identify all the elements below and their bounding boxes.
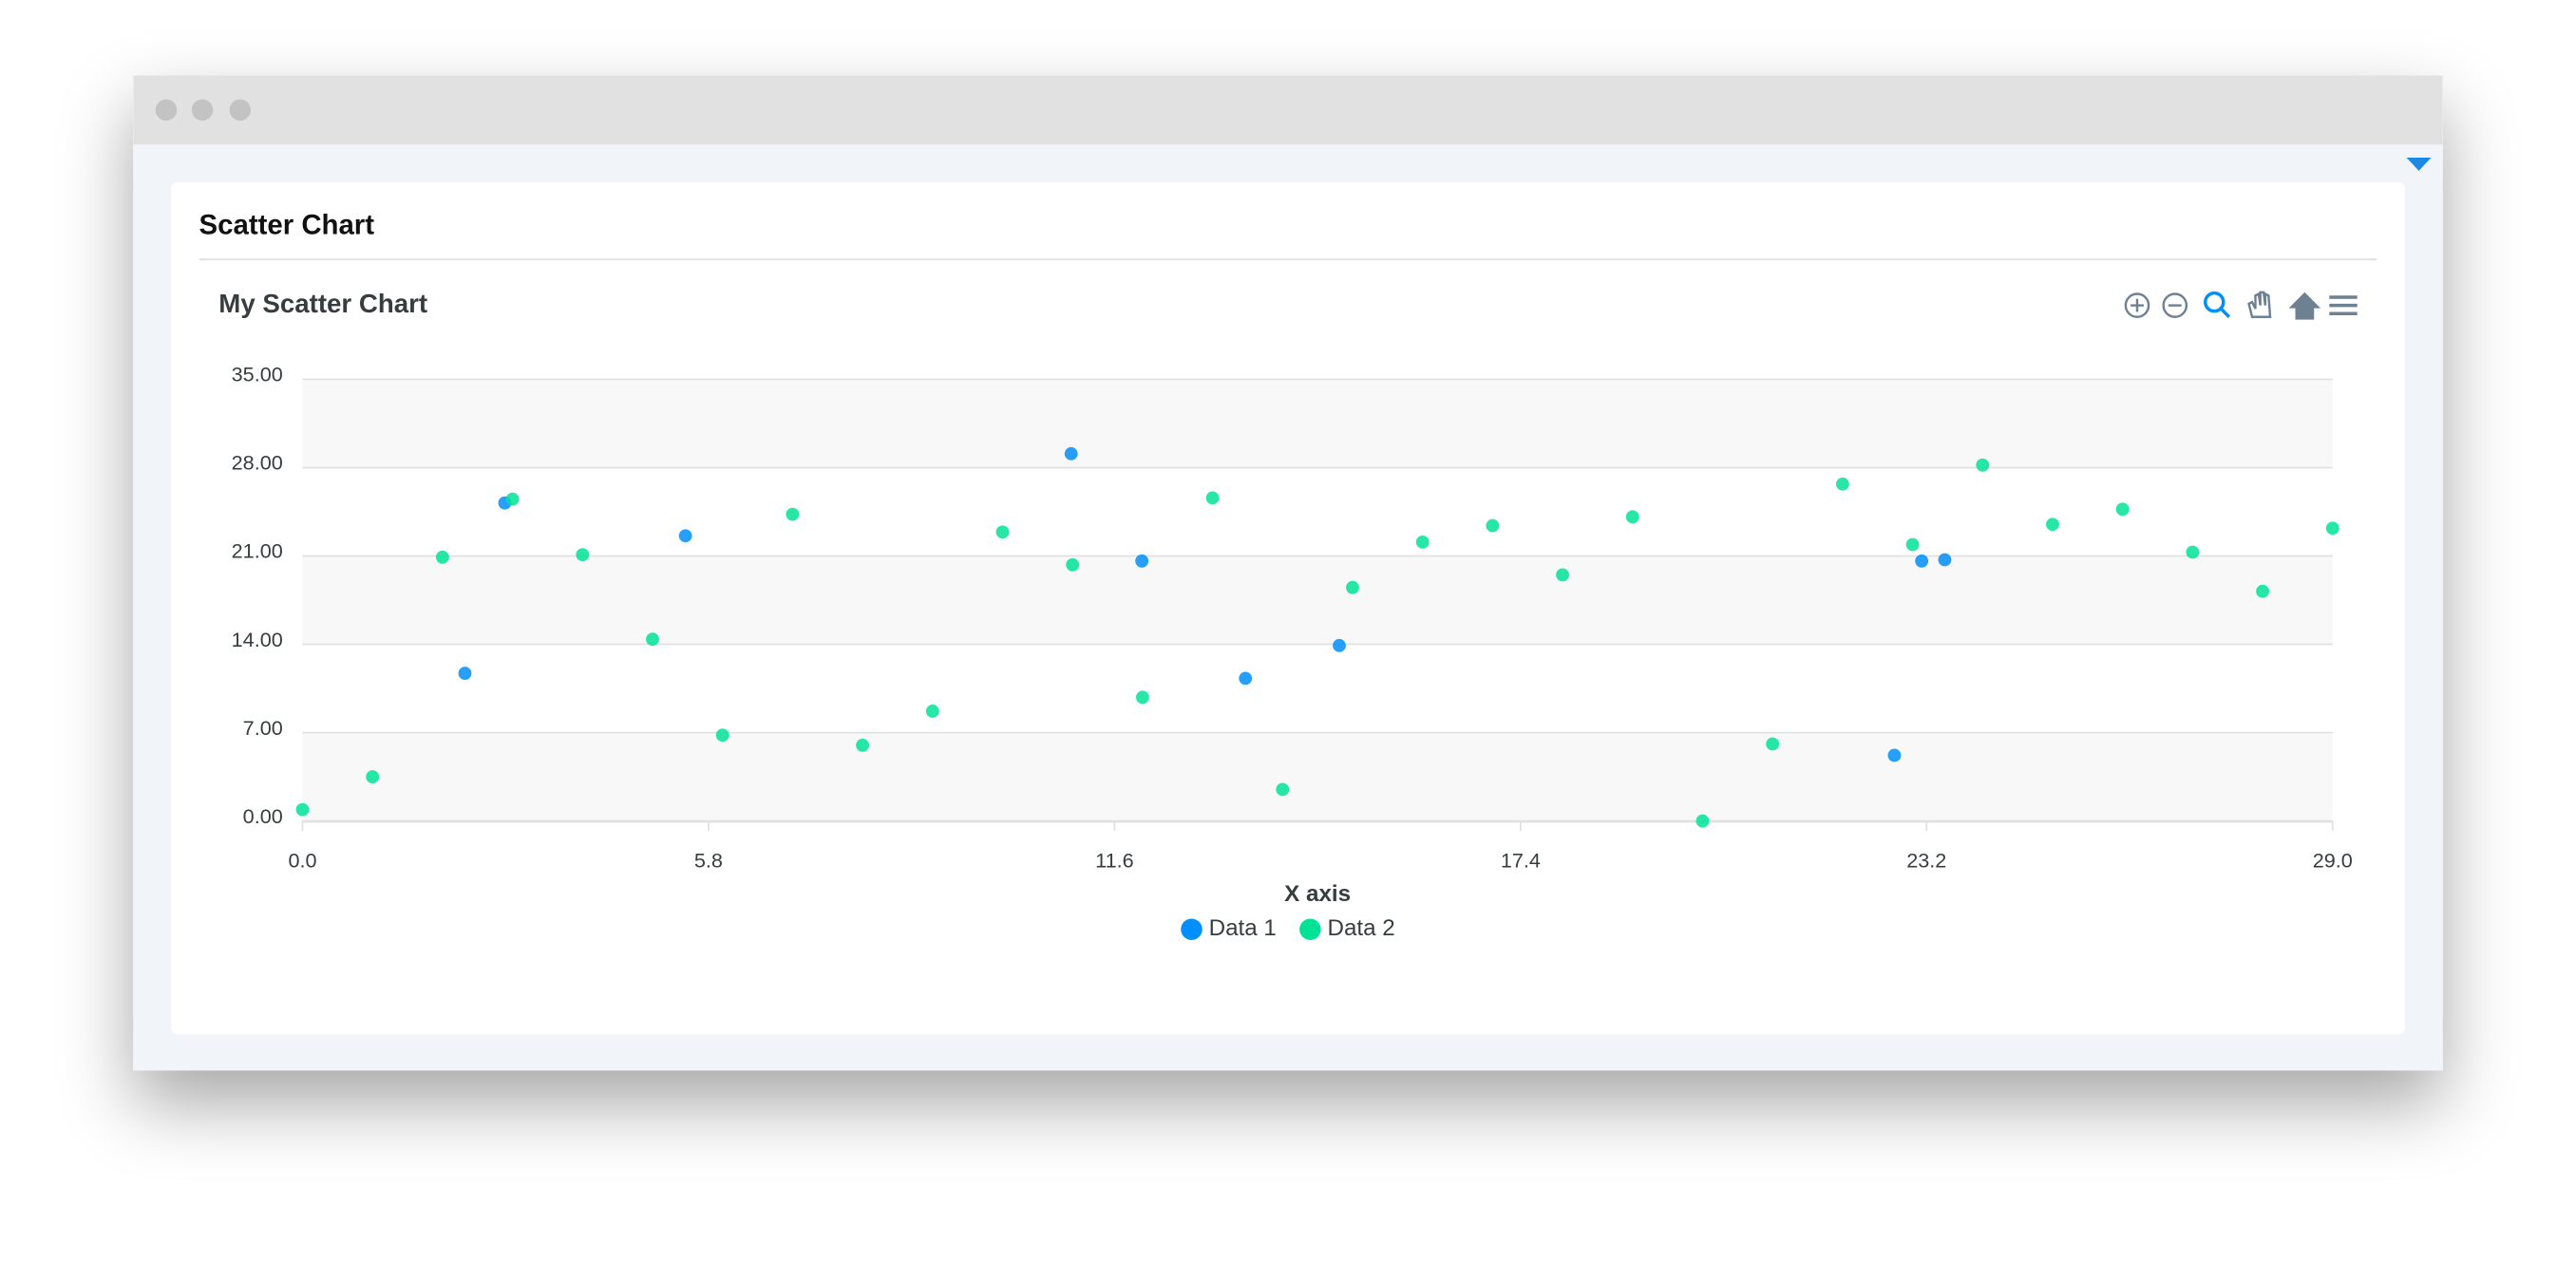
y-tick-label: 35.00 <box>232 363 283 386</box>
plot-area: 0.00 7.00 14.00 21.00 28.00 35.00 0.0 5.8 11.6 17… <box>232 363 2353 873</box>
dropdown-arrow[interactable] <box>2406 158 2432 171</box>
scatter-point <box>1905 537 1920 552</box>
toolbar <box>2124 291 2358 320</box>
scatter-point <box>678 529 692 543</box>
pan[interactable] <box>2247 291 2272 318</box>
x-tick-label: 11.6 <box>1095 849 1133 873</box>
y-tick-label: 7.00 <box>243 716 283 740</box>
scatter-point <box>458 667 472 681</box>
scatter-point <box>1135 690 1149 705</box>
grid-band <box>302 555 2333 645</box>
scatter-point <box>1135 554 1149 568</box>
scatter-point <box>1938 553 1952 567</box>
scatter-point <box>995 525 1010 539</box>
chart-title: My Scatter Chart <box>218 289 427 318</box>
legend-label: Data 2 <box>1328 915 1395 941</box>
scatter-point <box>1766 737 1780 751</box>
legend-marker <box>1181 918 1203 940</box>
scatter-point <box>1835 477 1849 491</box>
selection-zoom[interactable] <box>2204 291 2231 318</box>
scatter-point <box>1976 458 1990 472</box>
scatter-point <box>1556 568 1569 582</box>
scatter-point <box>576 548 590 562</box>
scatter-point <box>646 632 659 647</box>
scatter-point <box>1486 518 1500 533</box>
scatter-point <box>2115 502 2130 517</box>
scatter-point <box>1276 782 1290 797</box>
scatter-point <box>1415 535 1430 549</box>
legend: Data 1 Data 2 <box>1181 915 1395 941</box>
x-tick-label: 0.0 <box>288 849 316 873</box>
scatter-point <box>2256 584 2269 598</box>
legend-label: Data 1 <box>1209 915 1277 941</box>
y-tick-label: 21.00 <box>232 539 283 563</box>
title-bar <box>133 75 2443 145</box>
y-tick-label: 28.00 <box>232 451 283 475</box>
grid-band <box>302 379 2333 468</box>
scatter-point <box>1066 557 1080 572</box>
scatter-point <box>1887 748 1902 762</box>
legend-item[interactable]: Data 1 <box>1181 915 1277 941</box>
window-close[interactable] <box>155 99 178 122</box>
y-tick-label: 0.00 <box>243 804 283 828</box>
menu[interactable] <box>2329 295 2358 315</box>
scatter-point <box>786 507 800 521</box>
scatter-point <box>1695 814 1710 828</box>
x-tick-label: 29.0 <box>2313 849 2353 873</box>
scatter-point <box>1915 554 1929 568</box>
zoom-out[interactable] <box>2162 292 2188 318</box>
y-tick-label: 14.00 <box>232 628 283 651</box>
scatter-point <box>505 492 520 506</box>
scatter-point <box>1625 510 1639 524</box>
zoom-in[interactable] <box>2124 292 2150 318</box>
scatter-point <box>1239 671 1253 686</box>
scatter-point <box>2186 545 2200 559</box>
card-title: Scatter Chart <box>199 209 375 240</box>
x-tick-label: 17.4 <box>1501 849 1541 873</box>
x-tick-label: 23.2 <box>1906 849 1946 873</box>
scatter-point <box>715 728 729 743</box>
scatter-point <box>435 550 449 564</box>
window-maximize[interactable] <box>229 99 252 122</box>
scatter-point <box>2325 521 2339 536</box>
scatter-point <box>925 705 939 718</box>
scatter-point <box>1064 446 1078 461</box>
reset[interactable] <box>2288 292 2321 320</box>
window-minimize[interactable] <box>191 99 214 122</box>
scatter-point <box>366 770 380 783</box>
scatter-point <box>1205 491 1220 505</box>
grid-band <box>302 732 2333 821</box>
x-axis-label: X axis <box>1284 881 1351 907</box>
x-tick-label: 5.8 <box>694 849 723 873</box>
legend-marker <box>1299 918 1321 940</box>
scatter-point <box>2046 518 2059 532</box>
legend-item[interactable]: Data 2 <box>1299 915 1395 941</box>
scatter-point <box>1346 580 1359 594</box>
scatter-point <box>856 738 870 752</box>
scatter-point <box>1333 638 1346 652</box>
scatter-point <box>295 802 310 817</box>
